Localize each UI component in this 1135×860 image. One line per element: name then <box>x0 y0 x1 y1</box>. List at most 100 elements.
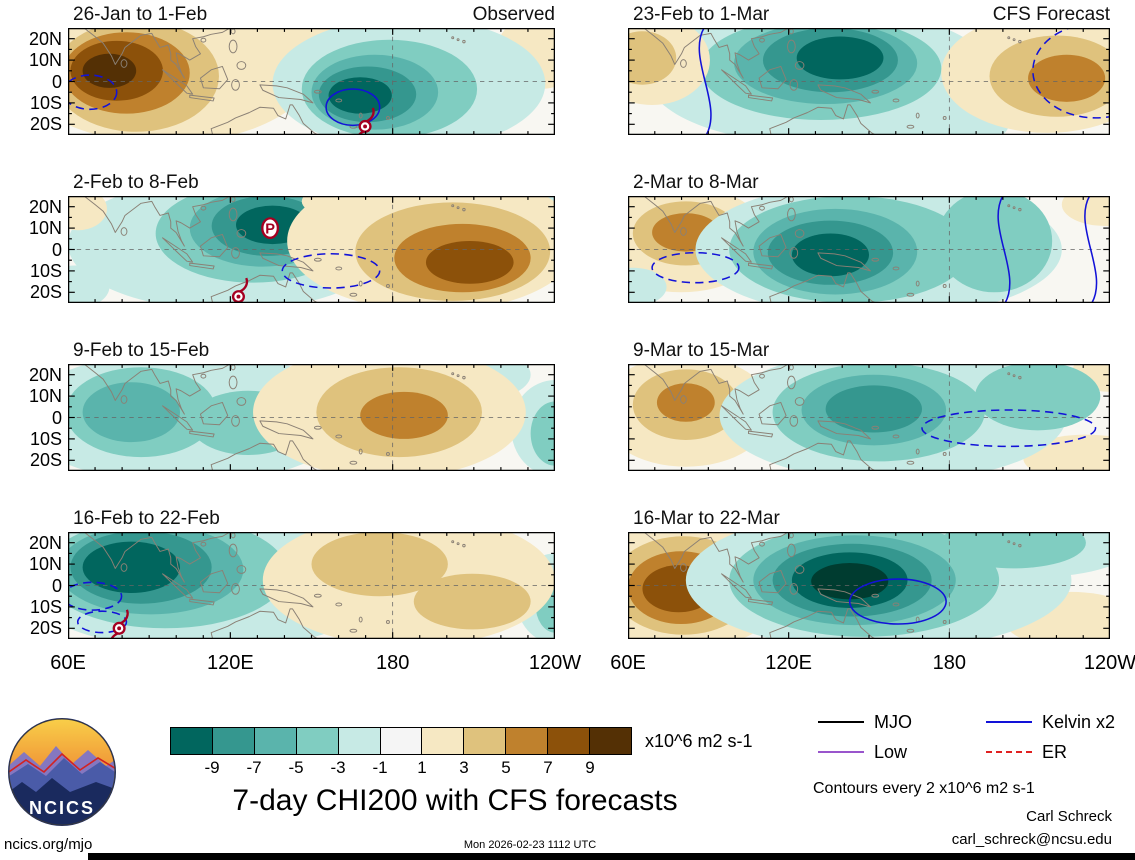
colorbar-cell <box>254 728 297 754</box>
units-label: x10^6 m2 s-1 <box>645 731 753 751</box>
y-axis-tick-label: 10S <box>29 596 62 617</box>
x-axis-tick-label: 60E <box>50 652 86 674</box>
y-axis-tick-label: 20N <box>28 532 62 553</box>
map-panel <box>68 532 555 639</box>
y-axis-tick-label: 0 <box>51 71 62 92</box>
colorbar-tick-label: -7 <box>246 758 262 777</box>
colorbar-cell <box>338 728 381 754</box>
kelvin-contour <box>76 610 128 634</box>
panel-corner-label: Observed <box>472 4 555 25</box>
colorbar-cell <box>548 728 591 754</box>
ncics-logo: NCICS <box>8 718 116 826</box>
panel-date-label: 16-Mar to 22-Mar <box>633 508 780 529</box>
y-axis-tick-label: 20N <box>28 364 62 385</box>
tropical-cyclone-icon <box>357 107 375 135</box>
credit-email: carl_schreck@ncsu.edu <box>951 831 1112 848</box>
logo-ridge-line <box>9 752 115 775</box>
y-axis-tick-label: 20N <box>28 196 62 217</box>
colorbar-cell <box>296 728 339 754</box>
map-panel <box>628 364 1110 471</box>
colorbar: -9 -7 -5 -3 -1 1 3 5 7 9 <box>170 727 632 777</box>
y-axis-tick-label: 0 <box>51 407 62 428</box>
kelvin-contour <box>651 251 740 284</box>
bottom-bar <box>88 853 1135 860</box>
kelvin-contour <box>325 88 381 127</box>
panel-date-label: 9-Feb to 15-Feb <box>73 340 210 361</box>
panel-date-label: 9-Mar to 15-Mar <box>633 340 770 361</box>
logo-border <box>8 718 116 826</box>
map-panel: P <box>68 196 555 303</box>
legend-line-sample <box>818 751 864 753</box>
tropical-cyclone-icon <box>231 277 249 303</box>
colorbar-tick-label: -3 <box>330 758 346 777</box>
x-axis-tick-label: 180 <box>375 652 410 674</box>
figure-title: 7-day CHI200 with CFS forecasts <box>232 784 678 817</box>
colorbar-cell <box>422 728 465 754</box>
site-link[interactable]: ncics.org/mjo <box>4 836 93 853</box>
panel-corner-label: CFS Forecast <box>992 4 1110 25</box>
map-panel <box>628 196 1110 303</box>
colorbar-tick-label: -1 <box>372 758 388 777</box>
colorbar-tick-label: 3 <box>459 758 469 777</box>
logo-mountain-front <box>9 778 115 825</box>
colorbar-cell <box>590 728 631 754</box>
colorbar-cell <box>506 728 549 754</box>
y-axis-tick-label: 20S <box>29 114 62 135</box>
logo-text: NCICS <box>29 798 95 818</box>
panel-date-label: 2-Feb to 8-Feb <box>73 172 199 193</box>
x-axis-tick-label: 120W <box>528 652 582 674</box>
y-axis-tick-label: 10N <box>28 50 62 71</box>
y-axis-tick-label: 10S <box>29 260 62 281</box>
contour-interval-note: Contours every 2 x10^6 m2 s-1 <box>813 780 1035 797</box>
colorbar-cells <box>170 727 632 755</box>
panel-date-label: 2-Mar to 8-Mar <box>633 172 759 193</box>
colorbar-tick-label: -9 <box>204 758 220 777</box>
y-axis-tick-label: 10N <box>28 386 62 407</box>
tropical-cyclone-icon <box>110 609 129 639</box>
colorbar-cell <box>380 728 423 754</box>
x-axis-tick-label: 60E <box>610 652 646 674</box>
colorbar-tick-label: 5 <box>501 758 511 777</box>
kelvin-contour <box>698 28 712 135</box>
kelvin-contour <box>997 196 1011 303</box>
x-axis-tick-label: 120E <box>765 652 813 674</box>
panel-date-label: 16-Feb to 22-Feb <box>73 508 220 529</box>
x-axis-tick-label: 120W <box>1083 652 1135 674</box>
colorbar-cell <box>171 728 213 754</box>
kelvin-contour <box>1032 28 1110 119</box>
map-panel <box>68 28 555 135</box>
svg-text:P: P <box>265 221 275 237</box>
y-axis-tick-label: 20S <box>29 282 62 303</box>
x-axis-tick-label: 180 <box>932 652 967 674</box>
wave-legend: MJO Kelvin x2 Low ER <box>810 704 1135 766</box>
map-panel <box>68 364 555 471</box>
legend-item-label: MJO <box>874 712 912 732</box>
colorbar-tick-label: 9 <box>585 758 595 777</box>
legend-item-label: Low <box>874 742 908 762</box>
y-axis-tick-label: 10N <box>28 554 62 575</box>
colorbar-tick-label: 1 <box>417 758 427 777</box>
legend-line-sample <box>986 721 1032 723</box>
x-axis-tick-label: 120E <box>206 652 254 674</box>
y-axis-tick-label: 0 <box>51 239 62 260</box>
kelvin-contour <box>1084 196 1098 303</box>
colorbar-tick-label: 7 <box>543 758 553 777</box>
colorbar-tick-label: -5 <box>288 758 304 777</box>
timestamp: Mon 2026-02-23 1112 UTC <box>463 839 597 851</box>
map-panel <box>628 532 1110 639</box>
colorbar-cell <box>212 728 255 754</box>
legend-item-label: ER <box>1042 742 1068 762</box>
y-axis-tick-label: 10S <box>29 428 62 449</box>
kelvin-contour <box>68 581 123 611</box>
kelvin-contour <box>921 409 1097 448</box>
colorbar-cell <box>464 728 507 754</box>
y-axis-tick-label: 10S <box>29 92 62 113</box>
y-axis-tick-label: 0 <box>51 575 62 596</box>
legend-line-sample <box>986 751 1032 753</box>
kelvin-contour <box>281 253 381 289</box>
legend-line-sample <box>818 721 864 723</box>
legend-item-label: Kelvin x2 <box>1042 712 1116 732</box>
panel-date-label: 26-Jan to 1-Feb <box>73 4 208 25</box>
panel-date-label: 23-Feb to 1-Mar <box>633 4 770 25</box>
